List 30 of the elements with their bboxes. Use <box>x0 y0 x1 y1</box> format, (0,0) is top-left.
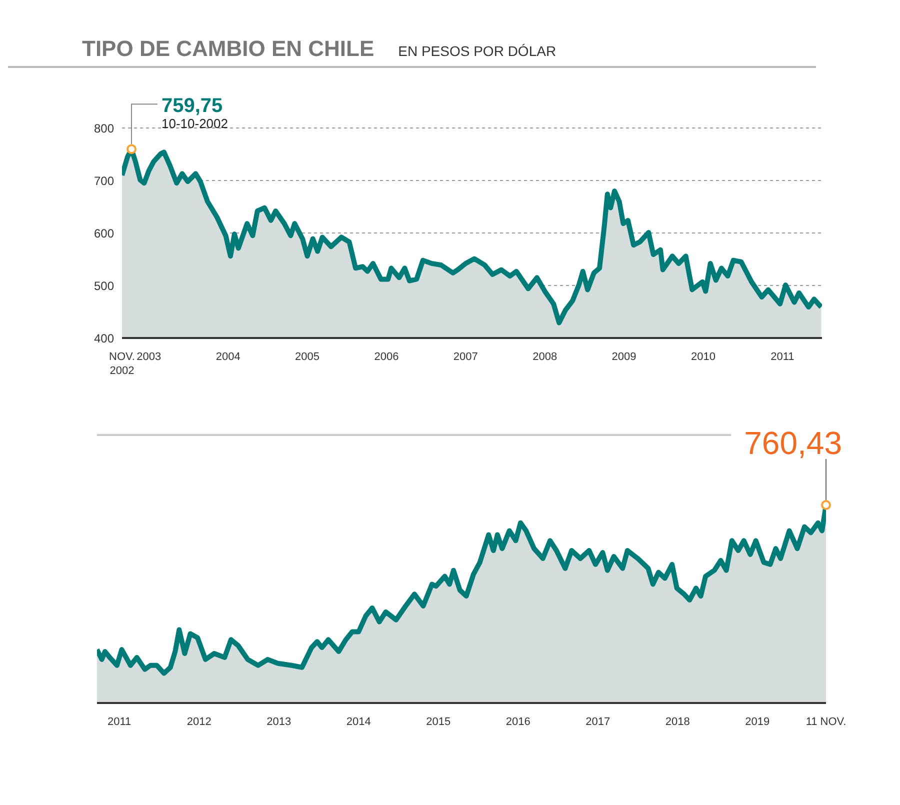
x-tick-label: 2013 <box>266 716 292 728</box>
y-tick-label: 400 <box>94 331 114 346</box>
chart-subtitle: EN PESOS POR DÓLAR <box>398 43 556 59</box>
x-tick-label: 2015 <box>426 716 451 728</box>
x-tick-label: 2008 <box>532 351 558 363</box>
x-tick-label: 2004 <box>216 351 240 363</box>
x-tick-label: 2006 <box>374 351 399 363</box>
y-tick-label: 500 <box>94 278 114 293</box>
x-tick-label: 2007 <box>453 351 478 363</box>
x-tick-label: NOV. 2002 <box>109 351 135 377</box>
y-tick-label: 700 <box>94 174 114 188</box>
x-tick-label: 2014 <box>346 716 371 728</box>
chart-title: TIPO DE CAMBIO EN CHILE <box>82 36 374 62</box>
x-tick-label: 2017 <box>586 716 610 728</box>
x-tick-label: 2005 <box>295 351 320 363</box>
y-tick-label: 800 <box>94 121 114 136</box>
x-tick-label: 2018 <box>665 716 690 728</box>
annotation: 759,75 <box>162 95 223 118</box>
annotation: 10-10-2002 <box>162 116 228 132</box>
x-tick-label: 2003 <box>136 351 162 363</box>
x-tick-label: 2011 <box>108 716 132 728</box>
annotation: 760,43 <box>744 425 842 461</box>
x-tick-label: 2019 <box>745 716 770 728</box>
x-tick-label: 2012 <box>186 716 212 728</box>
y-tick-label: 600 <box>94 226 114 240</box>
x-tick-label: 2010 <box>690 351 716 363</box>
x-tick-label: 2011 <box>770 351 794 363</box>
x-tick-label: 11 NOV. <box>806 716 846 728</box>
x-tick-label: 2016 <box>506 716 530 728</box>
x-tick-label: 2009 <box>612 351 636 363</box>
